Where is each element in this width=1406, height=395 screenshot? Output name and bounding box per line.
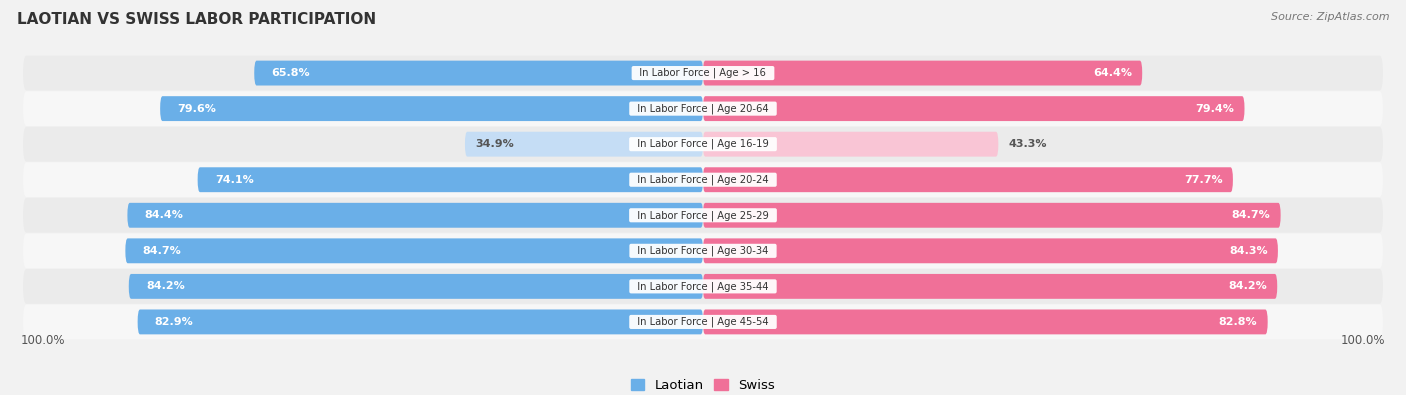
Text: 100.0%: 100.0%: [1340, 334, 1385, 347]
FancyBboxPatch shape: [22, 127, 1384, 162]
Text: 84.7%: 84.7%: [142, 246, 181, 256]
Text: In Labor Force | Age 35-44: In Labor Force | Age 35-44: [631, 281, 775, 292]
Text: 100.0%: 100.0%: [21, 334, 66, 347]
FancyBboxPatch shape: [703, 310, 1268, 334]
Text: 82.9%: 82.9%: [155, 317, 194, 327]
FancyBboxPatch shape: [22, 91, 1384, 126]
Text: In Labor Force | Age 16-19: In Labor Force | Age 16-19: [631, 139, 775, 149]
Text: 77.7%: 77.7%: [1184, 175, 1223, 185]
FancyBboxPatch shape: [254, 60, 703, 85]
FancyBboxPatch shape: [22, 305, 1384, 339]
FancyBboxPatch shape: [22, 198, 1384, 233]
FancyBboxPatch shape: [125, 238, 703, 263]
Legend: Laotian, Swiss: Laotian, Swiss: [627, 375, 779, 395]
Text: 65.8%: 65.8%: [271, 68, 309, 78]
FancyBboxPatch shape: [703, 96, 1244, 121]
Text: In Labor Force | Age 25-29: In Labor Force | Age 25-29: [631, 210, 775, 220]
FancyBboxPatch shape: [703, 238, 1278, 263]
FancyBboxPatch shape: [703, 60, 1142, 85]
FancyBboxPatch shape: [138, 310, 703, 334]
Text: LAOTIAN VS SWISS LABOR PARTICIPATION: LAOTIAN VS SWISS LABOR PARTICIPATION: [17, 12, 375, 27]
FancyBboxPatch shape: [22, 233, 1384, 268]
Text: In Labor Force | Age 30-34: In Labor Force | Age 30-34: [631, 246, 775, 256]
Text: In Labor Force | Age 45-54: In Labor Force | Age 45-54: [631, 317, 775, 327]
Text: 79.6%: 79.6%: [177, 103, 217, 114]
Text: 82.8%: 82.8%: [1219, 317, 1257, 327]
Text: In Labor Force | Age 20-24: In Labor Force | Age 20-24: [631, 175, 775, 185]
Text: In Labor Force | Age 20-64: In Labor Force | Age 20-64: [631, 103, 775, 114]
FancyBboxPatch shape: [160, 96, 703, 121]
Text: 84.7%: 84.7%: [1232, 210, 1271, 220]
Text: 43.3%: 43.3%: [1008, 139, 1047, 149]
Text: 84.3%: 84.3%: [1229, 246, 1268, 256]
FancyBboxPatch shape: [703, 167, 1233, 192]
FancyBboxPatch shape: [129, 274, 703, 299]
FancyBboxPatch shape: [22, 162, 1384, 197]
Text: 64.4%: 64.4%: [1092, 68, 1132, 78]
Text: In Labor Force | Age > 16: In Labor Force | Age > 16: [634, 68, 772, 78]
Text: 34.9%: 34.9%: [475, 139, 515, 149]
FancyBboxPatch shape: [22, 56, 1384, 90]
FancyBboxPatch shape: [465, 132, 703, 156]
Text: 84.4%: 84.4%: [145, 210, 183, 220]
FancyBboxPatch shape: [198, 167, 703, 192]
FancyBboxPatch shape: [703, 132, 998, 156]
FancyBboxPatch shape: [22, 269, 1384, 304]
FancyBboxPatch shape: [703, 274, 1277, 299]
Text: 74.1%: 74.1%: [215, 175, 253, 185]
Text: 79.4%: 79.4%: [1195, 103, 1234, 114]
Text: Source: ZipAtlas.com: Source: ZipAtlas.com: [1271, 12, 1389, 22]
Text: 84.2%: 84.2%: [146, 281, 184, 292]
Text: 84.2%: 84.2%: [1229, 281, 1267, 292]
FancyBboxPatch shape: [703, 203, 1281, 228]
FancyBboxPatch shape: [128, 203, 703, 228]
